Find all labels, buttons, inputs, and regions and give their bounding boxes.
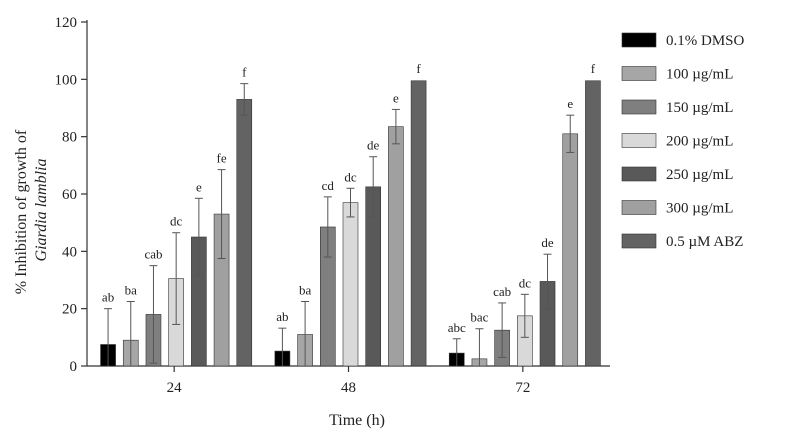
legend-item: 250 µg/mL xyxy=(621,166,733,183)
y-tick: 80 xyxy=(62,130,87,146)
y-tick: 20 xyxy=(62,302,87,318)
bar xyxy=(236,99,253,367)
legend-label: 0.5 µM ABZ xyxy=(666,234,743,250)
significance-label: dc xyxy=(170,214,183,229)
bar xyxy=(585,80,601,367)
y-tick-label: 80 xyxy=(62,130,77,146)
legend-swatch xyxy=(621,166,657,182)
significance-label: ba xyxy=(125,283,138,298)
legend-label: 0.1% DMSO xyxy=(666,33,745,49)
significance-label: cd xyxy=(322,178,335,193)
significance-label: e xyxy=(196,179,202,194)
y-tick: 60 xyxy=(62,187,87,203)
significance-label: dc xyxy=(519,275,532,290)
significance-label: ab xyxy=(102,290,114,305)
significance-label: ab xyxy=(276,309,288,324)
legend-label: 300 µg/mL xyxy=(666,201,733,217)
significance-label: cab xyxy=(144,247,162,262)
legend-swatch xyxy=(621,32,657,48)
significance-label: dc xyxy=(344,169,357,184)
legend-label: 200 µg/mL xyxy=(666,134,733,150)
legend-swatch xyxy=(621,133,657,148)
x-axis: 24 48 72 xyxy=(87,365,610,396)
significance-label: f xyxy=(416,61,421,76)
y-tick-label: 20 xyxy=(62,302,77,318)
legend-label: 150 µg/mL xyxy=(666,100,733,116)
x-tick-label: 48 xyxy=(341,380,356,396)
x-tick-label: 72 xyxy=(515,380,530,396)
legend-item: 200 µg/mL xyxy=(621,133,733,150)
x-axis-title: Time (h) xyxy=(329,412,385,429)
significance-label: cab xyxy=(493,284,511,299)
y-tick-label: 100 xyxy=(55,72,78,88)
legend-item: 150 µg/mL xyxy=(621,99,733,116)
y-tick-label: 120 xyxy=(55,15,78,31)
bar xyxy=(388,126,404,367)
significance-label: fe xyxy=(217,151,227,166)
significance-label: bac xyxy=(470,310,488,325)
significance-label: e xyxy=(567,96,573,111)
bar xyxy=(410,80,427,367)
y-tick-label: 60 xyxy=(62,187,77,203)
legend-swatch xyxy=(621,66,657,81)
legend-item: 300 µg/mL xyxy=(621,200,733,217)
y-axis: 0 20 40 60 80 100 120 xyxy=(55,15,88,375)
bar xyxy=(342,202,359,367)
legend-swatch xyxy=(621,200,657,215)
significance-label: e xyxy=(393,90,399,105)
legend-item: 0.5 µM ABZ xyxy=(621,233,743,250)
legend-label: 100 µg/mL xyxy=(666,67,733,83)
legend-item: 100 µg/mL xyxy=(621,66,733,83)
y-tick: 120 xyxy=(55,15,87,31)
legend: 0.1% DMSO 100 µg/mL 150 µg/mL 200 µg/mL 250 … xyxy=(621,32,745,250)
y-tick: 40 xyxy=(62,244,87,260)
significance-label: f xyxy=(242,65,247,80)
legend-swatch xyxy=(621,99,657,115)
legend-item: 0.1% DMSO xyxy=(621,32,745,49)
y-axis-title-main: % Inhibition of growth of xyxy=(13,129,30,294)
y-tick: 100 xyxy=(55,72,87,88)
bar xyxy=(562,133,579,367)
x-tick-label: 24 xyxy=(167,380,183,396)
y-axis-title: % Inhibition of growth of Giardia lambli… xyxy=(13,126,50,294)
significance-label: de xyxy=(367,138,380,153)
significance-label: de xyxy=(541,235,554,250)
legend-label: 250 µg/mL xyxy=(666,167,733,183)
y-tick-label: 40 xyxy=(62,244,77,260)
significance-label: abc xyxy=(448,320,466,335)
y-tick-label: 0 xyxy=(70,359,78,375)
significance-label: ba xyxy=(299,283,312,298)
y-axis-title-organism: Giardia lamblia xyxy=(33,159,50,262)
error-bars-layer xyxy=(104,83,575,366)
legend-swatch xyxy=(621,233,657,249)
y-tick: 0 xyxy=(70,359,87,375)
significance-label: f xyxy=(591,61,596,76)
